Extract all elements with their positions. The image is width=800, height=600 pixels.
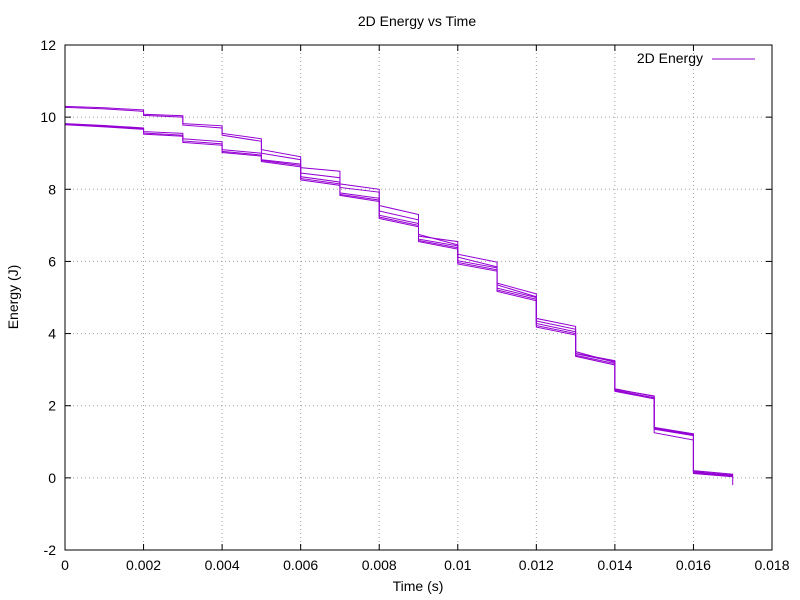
chart-title: 2D Energy vs Time bbox=[358, 13, 476, 29]
series-line-4 bbox=[64, 123, 733, 477]
x-tick-label: 0.016 bbox=[676, 557, 711, 573]
y-axis-ticks: -2 0 2 4 6 8 10 12 bbox=[40, 37, 772, 558]
y-tick-label: 12 bbox=[40, 37, 56, 53]
series-line-5 bbox=[64, 124, 733, 478]
y-tick-label: 0 bbox=[48, 470, 56, 486]
x-tick-label: 0.01 bbox=[444, 557, 471, 573]
x-tick-label: 0.004 bbox=[205, 557, 240, 573]
x-tick-label: 0.008 bbox=[362, 557, 397, 573]
legend: 2D Energy bbox=[637, 50, 755, 66]
x-tick-label: 0.002 bbox=[126, 557, 161, 573]
y-axis-label: Energy (J) bbox=[5, 265, 21, 330]
x-tick-label: 0.006 bbox=[283, 557, 318, 573]
y-tick-label: 8 bbox=[48, 181, 56, 197]
series-line-3 bbox=[64, 123, 733, 476]
y-tick-label: 4 bbox=[48, 326, 56, 342]
x-tick-label: 0 bbox=[61, 557, 69, 573]
x-tick-label: 0.018 bbox=[754, 557, 789, 573]
grid bbox=[65, 45, 772, 550]
y-tick-label: -2 bbox=[44, 542, 57, 558]
x-axis-ticks: 0 0.002 0.004 0.006 0.008 0.01 0.012 0.014 0.016… bbox=[61, 45, 790, 573]
legend-label: 2D Energy bbox=[637, 50, 703, 66]
x-axis-label: Time (s) bbox=[393, 578, 444, 594]
series-lines bbox=[64, 105, 734, 486]
series-line-2 bbox=[64, 106, 733, 477]
x-tick-label: 0.012 bbox=[519, 557, 554, 573]
y-tick-label: 2 bbox=[48, 398, 56, 414]
y-tick-label: 10 bbox=[40, 109, 56, 125]
plot-frame bbox=[64, 44, 773, 551]
x-tick-label: 0.014 bbox=[597, 557, 632, 573]
series-line-1 bbox=[64, 105, 734, 486]
y-tick-label: 6 bbox=[48, 253, 56, 269]
